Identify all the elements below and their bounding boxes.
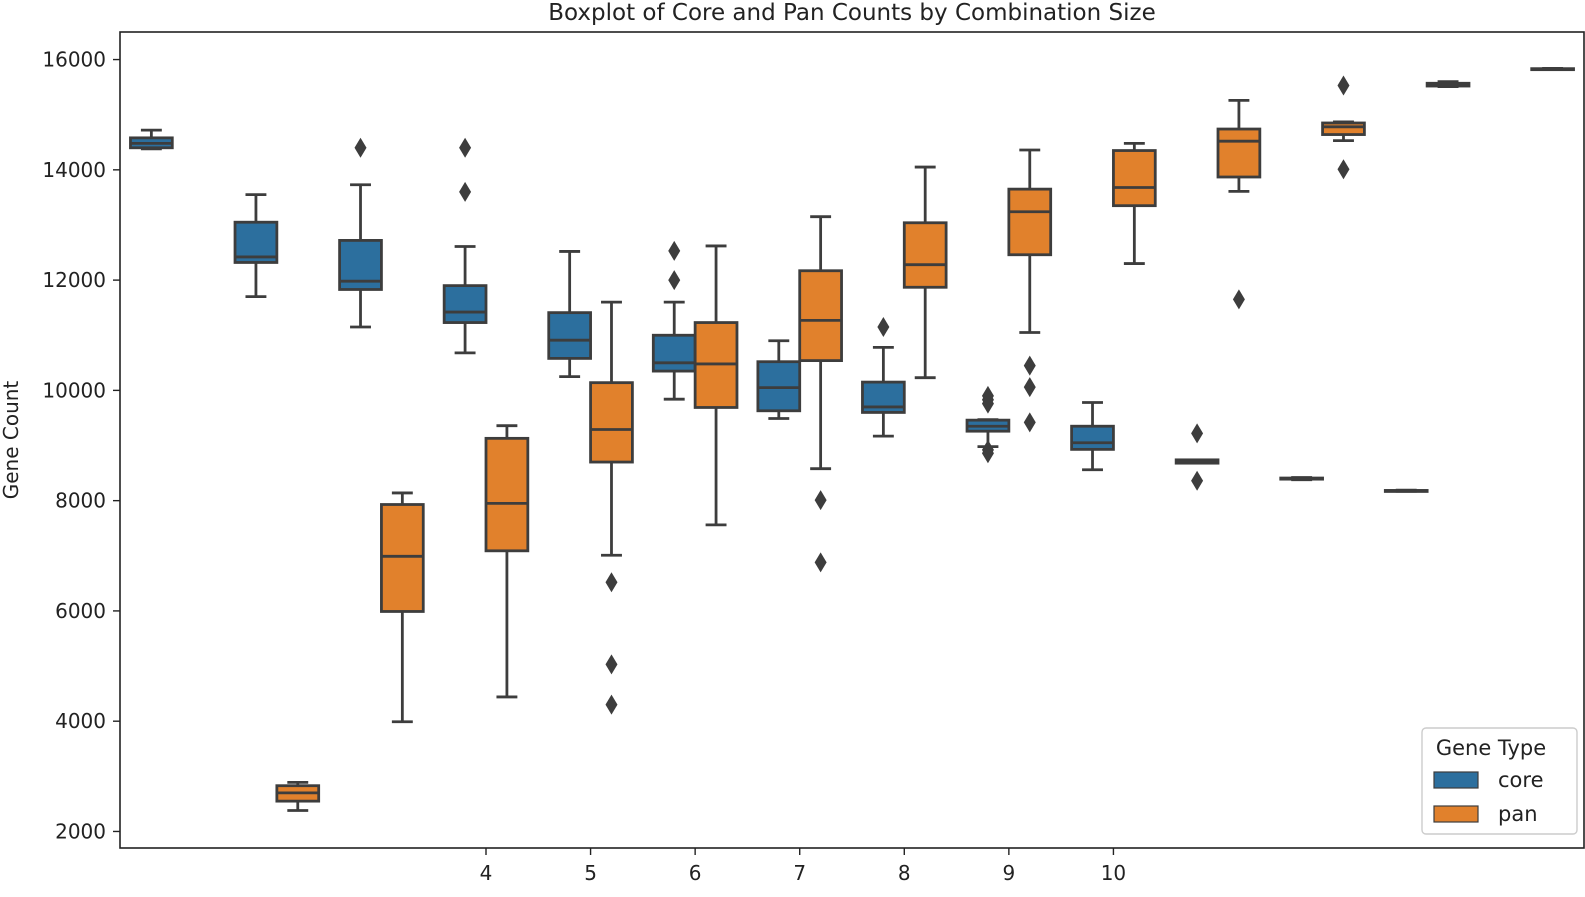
outlier-point	[459, 137, 472, 158]
outlier-point	[668, 240, 681, 261]
outlier-point	[1337, 159, 1350, 180]
box-core	[756, 339, 802, 420]
box-pan	[1321, 75, 1366, 180]
iqr-box	[484, 436, 530, 553]
box-pan	[484, 424, 530, 699]
box-core	[1279, 476, 1324, 482]
chart-title: Boxplot of Core and Pan Counts by Combin…	[548, 0, 1155, 26]
box-pan	[693, 244, 739, 527]
plot-frame	[119, 31, 1585, 849]
y-tick-label: 2000	[55, 819, 106, 843]
iqr-box	[1216, 127, 1262, 179]
iqr-box	[380, 503, 425, 613]
outlier-point	[981, 439, 994, 460]
outlier-point	[459, 181, 472, 202]
box-core	[233, 193, 279, 299]
box-core	[1383, 488, 1429, 493]
x-tick-label: 10	[1101, 861, 1126, 885]
box-core	[547, 250, 592, 378]
box-pan	[380, 491, 425, 724]
box-pan	[589, 300, 634, 715]
outlier-point	[1191, 470, 1204, 491]
box-core	[442, 137, 488, 355]
outlier-point	[1023, 377, 1036, 398]
outlier-point	[1232, 289, 1245, 310]
iqr-box	[442, 284, 488, 324]
box-pan	[902, 165, 948, 380]
x-tick-label: 9	[1002, 861, 1015, 885]
x-tick-label: 5	[584, 861, 597, 885]
outlier-point	[605, 654, 618, 675]
legend-label-pan: pan	[1498, 802, 1538, 826]
outlier-point	[354, 137, 367, 158]
y-tick-label: 4000	[55, 709, 106, 733]
iqr-box	[547, 311, 592, 360]
outlier-point	[605, 572, 618, 593]
y-tick-label: 12000	[42, 268, 106, 292]
box-core	[965, 385, 1011, 464]
legend-swatch-pan	[1433, 805, 1479, 823]
box-pan	[798, 215, 843, 573]
iqr-box	[1112, 149, 1157, 208]
legend-label-core: core	[1498, 768, 1544, 792]
box-pan	[1112, 141, 1157, 265]
outlier-point	[605, 694, 618, 715]
outlier-point	[814, 490, 827, 511]
iqr-box	[1321, 121, 1366, 136]
iqr-box	[902, 221, 948, 289]
outlier-point	[1191, 423, 1204, 444]
iqr-box	[1070, 424, 1115, 451]
box-core	[129, 128, 174, 151]
y-tick-label: 6000	[55, 599, 106, 623]
outlier-point	[1023, 412, 1036, 433]
box-pan	[275, 780, 321, 812]
box-core	[861, 316, 906, 438]
y-tick-label: 8000	[55, 489, 106, 513]
outlier-point	[668, 270, 681, 291]
y-tick-label: 14000	[42, 158, 106, 182]
outlier-point	[1023, 355, 1036, 376]
legend: Gene Type core pan	[1421, 727, 1578, 835]
legend-swatch-core	[1433, 771, 1479, 789]
outlier-point	[877, 316, 890, 337]
iqr-box	[651, 333, 697, 373]
box-pan	[1007, 148, 1053, 433]
box-core	[651, 240, 697, 401]
x-tick-label: 8	[898, 861, 911, 885]
outlier-point	[981, 385, 994, 406]
y-axis-label: Gene Count	[0, 381, 23, 500]
axes: 2000 4000 6000 8000 10000 12000 14000 16000 4 5 6 7…	[42, 48, 1126, 885]
legend-title: Gene Type	[1436, 736, 1546, 760]
box-pan	[1216, 98, 1262, 310]
box-pan	[1530, 66, 1575, 72]
outlier-point	[1337, 75, 1350, 96]
box-core	[1070, 401, 1115, 472]
plot-area	[129, 66, 1575, 812]
iqr-box	[1007, 187, 1053, 257]
box-pan	[1425, 80, 1471, 88]
y-tick-label: 10000	[42, 378, 106, 402]
x-tick-label: 6	[689, 861, 702, 885]
x-tick-label: 7	[793, 861, 806, 885]
iqr-box	[798, 269, 843, 363]
outlier-point	[814, 552, 827, 573]
y-tick-label: 16000	[42, 48, 106, 72]
box-core	[1174, 423, 1220, 491]
x-tick-label: 4	[480, 861, 493, 885]
box-core	[338, 137, 383, 329]
iqr-box	[589, 381, 634, 464]
